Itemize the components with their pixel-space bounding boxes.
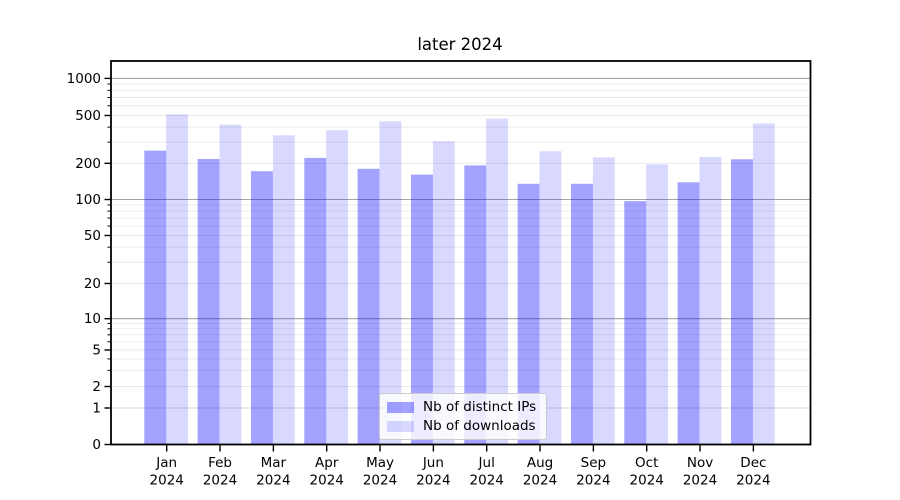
x-tick-label-year: 2024 [203,473,237,489]
x-tick-label-month: May [366,455,394,471]
bar-downloads-feb [219,124,242,445]
x-tick-label-year: 2024 [630,473,664,489]
bar-distinct-ips-nov [677,182,700,445]
bar-distinct-ips-jun [411,174,433,445]
x-tick-label-year: 2024 [150,473,184,489]
bar-distinct-ips-oct [624,201,647,445]
y-tick-label: 100 [75,192,101,208]
x-tick-label-month: Dec [740,455,766,471]
bar-distinct-ips-apr [304,157,327,445]
bar-distinct-ips-jul [464,165,487,445]
bar-distinct-ips-feb [197,159,220,445]
bar-distinct-ips-aug [517,183,540,445]
bar-downloads-sep [592,157,615,445]
bar-downloads-jan [166,114,189,445]
x-tick-label-year: 2024 [736,473,770,489]
legend-swatch-distinct-ips [387,401,414,413]
axis-spine [110,60,812,446]
x-tick-label-month: Mar [261,455,287,471]
bar-downloads-aug [539,151,562,445]
bar-downloads-dec [752,123,775,445]
y-tick-label: 0 [92,437,101,453]
bar-distinct-ips-mar [251,171,273,445]
x-tick-label-year: 2024 [523,473,557,489]
x-tick-label-month: Jan [155,455,177,471]
x-tick-label-month: Oct [635,455,658,471]
x-tick-label-year: 2024 [310,473,344,489]
bar-downloads-jun [432,141,455,445]
bars [144,114,775,445]
x-tick-label-month: Sep [581,455,606,471]
y-tick-label: 50 [84,228,101,244]
bar-distinct-ips-jan [144,150,167,445]
y-tick-label: 2 [92,379,101,395]
bar-distinct-ips-may [357,168,380,445]
x-tick-label-month: Feb [208,455,232,471]
axes: 0 1 2 5 10 20 50 100 200 500 1000 Jan 2024 Feb 2024 Mar… [67,60,812,489]
legend: Nb of distinct IPs Nb of downloads [379,393,548,440]
legend-item-downloads: Nb of downloads [387,418,536,434]
x-tick-label-year: 2024 [416,473,450,489]
legend-label-distinct-ips: Nb of distinct IPs [423,399,537,415]
bar-distinct-ips-sep [571,183,593,445]
x-tick-label-year: 2024 [576,473,610,489]
bar-distinct-ips-dec [731,159,753,445]
legend-swatch-downloads [387,420,414,432]
x-tick-label-month: Apr [315,455,339,471]
x-tick-label-year: 2024 [363,473,397,489]
y-tick-label: 500 [75,108,101,124]
bar-downloads-apr [326,130,349,445]
bar-downloads-mar [272,135,295,445]
legend-item-distinct-ips: Nb of distinct IPs [387,399,536,415]
x-tick-label-month: Jul [478,455,495,471]
x-tick-label-month: Nov [687,455,713,471]
legend-label-downloads: Nb of downloads [423,418,536,434]
x-tick-label-month: Aug [527,455,553,471]
x-tick-label-year: 2024 [470,473,504,489]
bar-downloads-oct [646,164,669,445]
bar-downloads-nov [699,156,722,445]
chart-title: later 2024 [417,35,502,54]
y-tick-label: 200 [75,156,101,172]
y-tick-label: 20 [84,276,101,292]
y-tick-label: 1000 [67,71,101,87]
x-tick-label-year: 2024 [683,473,717,489]
gridlines [111,77,811,409]
bar-downloads-may [379,121,402,445]
y-tick-label: 5 [92,343,101,359]
x-tick-label-year: 2024 [256,473,290,489]
bar-downloads-jul [486,118,509,445]
y-tick-label: 1 [92,401,101,417]
y-tick-label: 10 [84,311,101,327]
x-tick-label-month: Jun [422,455,444,471]
